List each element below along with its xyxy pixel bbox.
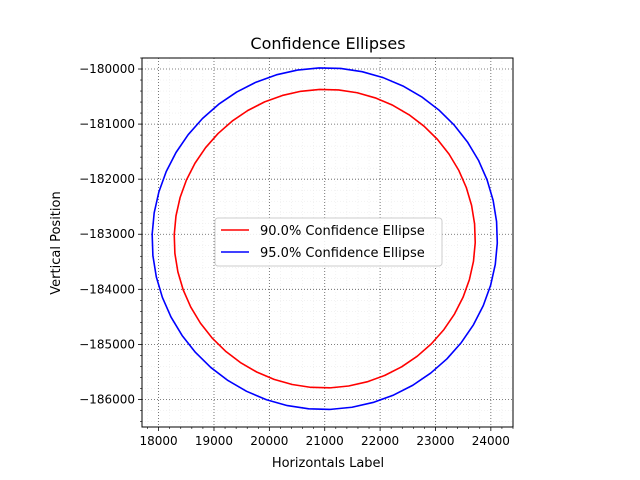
y-axis-label: Vertical Position — [49, 191, 64, 294]
x-tick-label: 24000 — [472, 434, 510, 448]
x-tick-label: 18000 — [140, 434, 178, 448]
chart-title: Confidence Ellipses — [250, 34, 405, 53]
ellipse-line-95 — [151, 67, 499, 411]
axes-frame — [141, 57, 514, 428]
x-tick-label: 22000 — [361, 434, 399, 448]
x-axis-label: Horizontals Label — [272, 456, 384, 471]
y-tick-label: −184000 — [79, 282, 135, 296]
legend-label-95: 95.0% Confidence Ellipse — [260, 246, 425, 261]
plot-lines — [151, 67, 499, 411]
x-tick-label: 21000 — [306, 434, 344, 448]
ellipse-line-90 — [173, 88, 477, 389]
y-tick-label: −180000 — [79, 62, 135, 76]
y-tick-label: −185000 — [79, 337, 135, 351]
x-axis-ticks: 18000 19000 20000 21000 22000 23000 24000 — [140, 427, 510, 448]
x-tick-label: 23000 — [416, 434, 454, 448]
y-axis-ticks: −180000 −181000 −182000 −183000 −184000 −1850… — [79, 62, 142, 406]
y-tick-label: −182000 — [79, 172, 135, 186]
x-tick-label: 19000 — [195, 434, 233, 448]
minor-grid — [140, 57, 514, 429]
x-tick-label: 20000 — [250, 434, 288, 448]
y-tick-label: −183000 — [79, 227, 135, 241]
y-tick-label: −181000 — [79, 117, 135, 131]
legend: 90.0% Confidence Ellipse 95.0% Confidenc… — [214, 217, 443, 267]
y-tick-label: −186000 — [79, 392, 135, 406]
legend-label-90: 90.0% Confidence Ellipse — [260, 224, 425, 239]
legend-box — [214, 217, 443, 267]
major-grid — [142, 58, 513, 427]
